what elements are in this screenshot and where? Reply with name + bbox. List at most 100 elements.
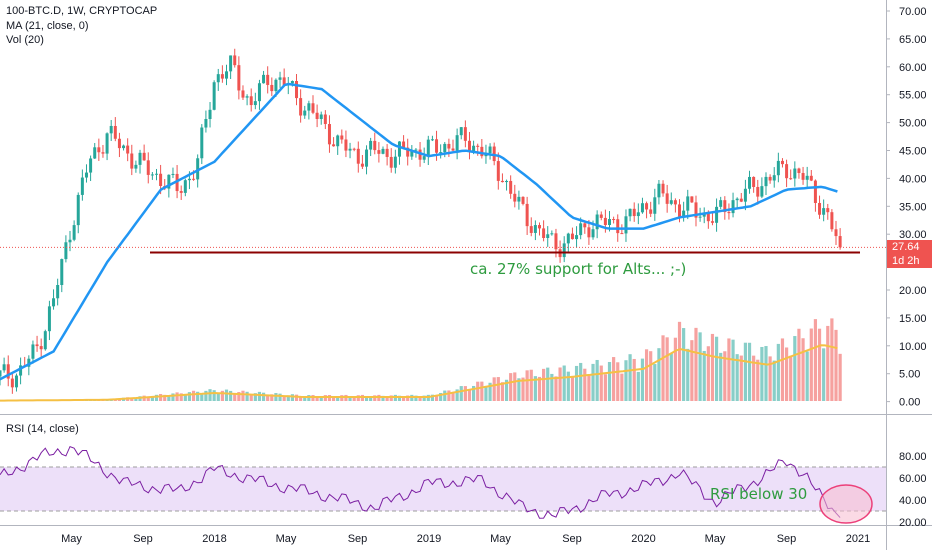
- volume-bar: [307, 395, 311, 401]
- candle-body: [220, 74, 224, 79]
- candle-body: [797, 168, 801, 174]
- candle-body: [649, 209, 653, 214]
- volume-bar: [632, 358, 636, 401]
- candle-body: [546, 234, 550, 238]
- volume-bar: [459, 386, 463, 401]
- volume-bar: [331, 396, 336, 401]
- candle-body: [393, 156, 397, 168]
- candle-body: [710, 221, 714, 223]
- candle-body: [443, 143, 447, 153]
- candle-body: [517, 196, 521, 202]
- legend-ma: MA (21, close, 0): [6, 20, 89, 32]
- candle-body: [805, 175, 809, 180]
- candle-body: [80, 177, 84, 195]
- candle-body: [72, 225, 76, 240]
- candle-body: [241, 90, 245, 98]
- candle-body: [311, 103, 315, 113]
- candle-body: [84, 172, 88, 178]
- candle-body: [612, 219, 616, 221]
- candle-body: [122, 145, 126, 149]
- volume-bar: [381, 395, 385, 401]
- candle-body: [686, 196, 690, 211]
- candle-body: [426, 139, 430, 157]
- volume-bar: [525, 370, 529, 401]
- candle-body: [785, 164, 789, 179]
- candle-body: [636, 212, 640, 217]
- volume-bar: [686, 348, 690, 401]
- candle-body: [537, 225, 541, 229]
- volume-bar: [756, 359, 760, 401]
- candle-body: [669, 200, 673, 204]
- candle-body: [463, 127, 467, 141]
- volume-bar: [554, 376, 558, 401]
- candle-body: [385, 148, 389, 157]
- candle-body: [665, 193, 669, 204]
- volume-bar: [690, 340, 694, 401]
- volume-bar: [587, 375, 591, 401]
- candle-body: [352, 148, 356, 150]
- candle-body: [113, 125, 117, 139]
- volume-bar: [789, 355, 793, 401]
- volume-bar: [607, 361, 612, 401]
- volume-bar: [817, 328, 822, 401]
- volume-bar: [813, 319, 818, 401]
- candle-body: [171, 173, 175, 175]
- volume-bar: [838, 353, 842, 401]
- candle-body: [566, 233, 570, 244]
- candle-body: [319, 114, 323, 119]
- candle-body: [488, 146, 492, 154]
- candle-body: [694, 202, 698, 218]
- volume-bar: [434, 395, 439, 401]
- volume-bar: [159, 394, 163, 401]
- candle-body: [237, 65, 241, 91]
- candle-body: [562, 243, 566, 258]
- volume-bar: [196, 391, 200, 401]
- candle-body: [138, 152, 142, 165]
- volume-bar: [784, 347, 789, 401]
- volume-bar: [649, 351, 653, 401]
- volume-bar: [484, 385, 488, 401]
- candle-body: [134, 164, 138, 169]
- candle-body: [509, 180, 513, 194]
- price-tick-label: 65.00: [899, 34, 927, 46]
- volume-bar: [752, 355, 756, 401]
- candle-body: [126, 145, 130, 154]
- candle-body: [521, 196, 525, 204]
- volume-bar: [204, 390, 208, 401]
- volume-bar: [303, 396, 307, 401]
- candle-body: [76, 194, 80, 226]
- volume-bar: [673, 337, 677, 401]
- candle-body: [109, 125, 113, 134]
- candle-body: [529, 226, 533, 233]
- candle-body: [447, 143, 451, 149]
- volume-bar: [311, 395, 315, 401]
- price-tick-label: 30.00: [899, 229, 927, 241]
- candle-body: [262, 74, 266, 84]
- price-tick-label: 70.00: [899, 6, 927, 18]
- candle-body: [690, 196, 694, 203]
- volume-bar: [146, 396, 150, 401]
- volume-bar: [653, 364, 657, 401]
- volume-bar: [216, 393, 220, 401]
- time-tick-label: May: [490, 533, 511, 545]
- candle-body: [6, 364, 10, 379]
- candle-body: [39, 346, 43, 350]
- volume-bar: [373, 395, 377, 401]
- volume-bar: [768, 356, 772, 401]
- volume-bar: [455, 389, 459, 401]
- candle-body: [60, 259, 64, 286]
- candle-body: [727, 212, 731, 214]
- candle-body: [587, 227, 591, 238]
- volume-bar: [496, 377, 500, 401]
- volume-bar: [290, 394, 294, 401]
- candle-body: [595, 214, 599, 230]
- volume-bar: [467, 389, 472, 401]
- volume-bar: [562, 365, 566, 401]
- time-tick-label: Sep: [562, 533, 582, 545]
- volume-bar: [418, 397, 422, 401]
- candle-body: [183, 180, 187, 193]
- volume-bar: [167, 395, 171, 401]
- volume-bar: [612, 357, 616, 401]
- volume-bar: [245, 391, 249, 401]
